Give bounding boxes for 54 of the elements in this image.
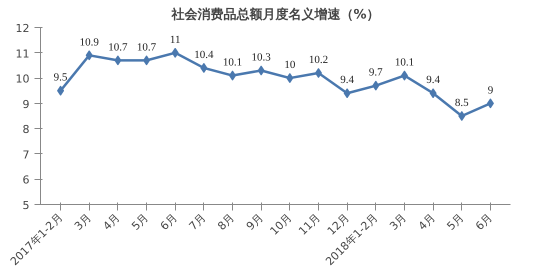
- data-label: 10.1: [394, 56, 414, 69]
- data-label: 8.5: [454, 97, 470, 109]
- x-tick-label: 8月: [215, 210, 238, 233]
- y-tick-label: 5: [22, 199, 30, 212]
- point: [314, 68, 322, 78]
- x-tick-label: 6月: [473, 210, 496, 233]
- data-label: 10.1: [222, 56, 242, 69]
- point: [200, 62, 208, 73]
- x-tick-label: 6月: [158, 210, 180, 233]
- x-tick-label: 4月: [416, 210, 438, 233]
- x-tick-label: 10月: [268, 210, 294, 238]
- data-label: 11: [170, 34, 180, 46]
- data-label: 9.4: [340, 74, 355, 86]
- y-tick-label: 6: [22, 174, 30, 187]
- y-tick-label: 9: [22, 98, 30, 111]
- point: [258, 65, 265, 76]
- data-label: 9.5: [54, 72, 68, 84]
- point: [57, 86, 64, 96]
- point: [86, 50, 93, 60]
- data-label: 10.7: [108, 41, 128, 54]
- x-tick-label: 11月: [296, 210, 324, 238]
- x-tick-label: 5月: [444, 210, 466, 233]
- x-tick-label: 9月: [244, 210, 266, 233]
- y-tick-label: 8: [22, 123, 30, 136]
- point: [430, 88, 437, 98]
- point: [372, 80, 380, 91]
- point: [458, 111, 466, 121]
- y-tick-label: 11: [16, 47, 30, 60]
- data-label: 9.7: [368, 66, 384, 79]
- data-label: 10.9: [80, 36, 100, 48]
- data-label: 10.7: [136, 41, 157, 54]
- data-label: 9: [488, 84, 494, 96]
- x-tick-label: 3月: [387, 210, 410, 233]
- data-label: 10: [284, 59, 296, 72]
- point: [172, 48, 179, 58]
- x-tick-label: 5月: [129, 210, 152, 233]
- point: [286, 73, 294, 84]
- y-tick-label: 12: [16, 22, 30, 35]
- point: [486, 98, 494, 108]
- point: [229, 70, 236, 81]
- point: [344, 88, 351, 98]
- x-tick-label: 4月: [100, 210, 122, 233]
- x-tick-label: 7月: [186, 210, 208, 233]
- y-tick-label: 10: [16, 72, 30, 86]
- data-label: 9.4: [426, 74, 440, 86]
- x-tick-label: 3月: [72, 210, 94, 233]
- point: [114, 55, 122, 66]
- point: [143, 55, 150, 66]
- chart-title: 社会消费品总额月度名义增速（%）: [170, 6, 380, 22]
- data-label: 10.4: [194, 48, 214, 61]
- point: [400, 70, 408, 81]
- y-tick-label: 7: [22, 148, 30, 162]
- data-label: 10.2: [308, 54, 328, 66]
- data-label: 10.3: [252, 51, 272, 64]
